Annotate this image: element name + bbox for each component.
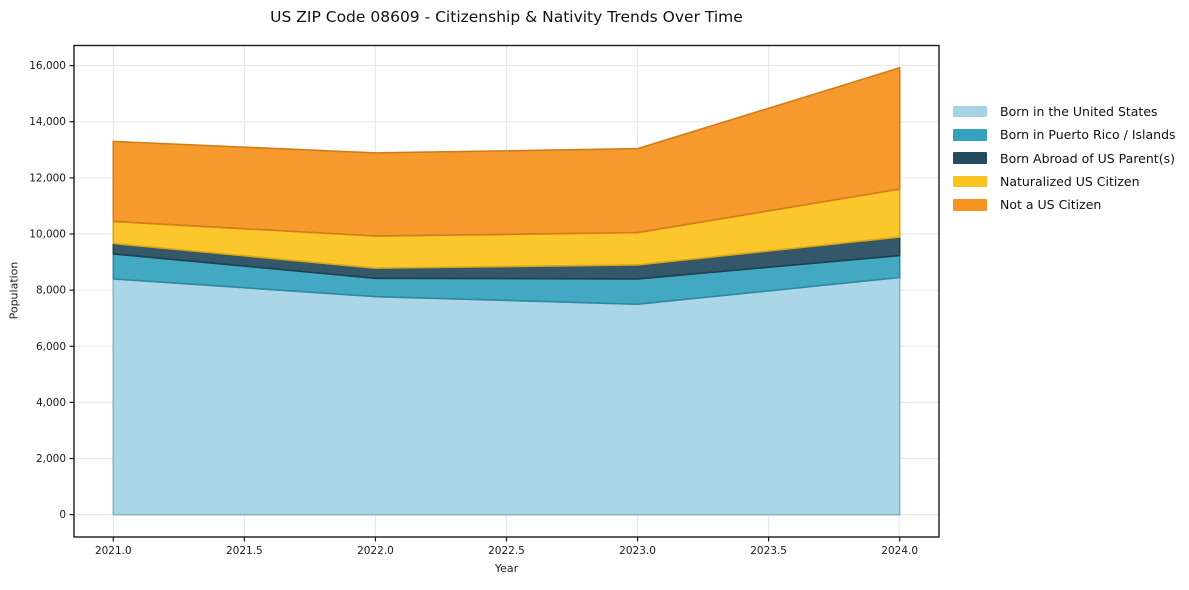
y-tick-label: 8,000 xyxy=(36,285,66,297)
y-tick-label: 2,000 xyxy=(36,453,66,465)
x-tick-label: 2023.0 xyxy=(619,545,656,557)
legend-item-born-in-the-united-states: Born in the United States xyxy=(953,100,1176,123)
y-tick-label: 14,000 xyxy=(29,116,66,128)
legend-item-naturalized-us-citizen: Naturalized US Citizen xyxy=(953,170,1176,193)
legend-label: Naturalized US Citizen xyxy=(1000,174,1140,190)
y-tick-label: 10,000 xyxy=(29,228,66,240)
legend-item-born-in-puerto-rico-islands: Born in Puerto Rico / Islands xyxy=(953,123,1176,146)
y-tick-label: 16,000 xyxy=(29,60,66,72)
legend-swatch xyxy=(953,175,987,188)
y-tick-label: 0 xyxy=(59,509,66,521)
x-axis-label: Year xyxy=(494,562,519,575)
x-tick-label: 2022.5 xyxy=(488,545,525,557)
x-tick-label: 2024.0 xyxy=(881,545,918,557)
x-tick-label: 2022.0 xyxy=(357,545,394,557)
legend-swatch xyxy=(953,199,987,211)
y-tick-label: 6,000 xyxy=(36,341,66,353)
legend-swatch xyxy=(953,105,987,118)
legend-label: Born Abroad of US Parent(s) xyxy=(1000,150,1175,166)
x-tick-label: 2021.5 xyxy=(226,545,263,557)
legend-label: Not a US Citizen xyxy=(1000,197,1102,213)
area-not-a-us-citizen xyxy=(112,67,901,237)
legend-swatch xyxy=(953,129,987,141)
x-tick-label: 2023.5 xyxy=(750,545,787,557)
legend-item-born-abroad-of-us-parent-s: Born Abroad of US Parent(s) xyxy=(953,147,1176,170)
legend-swatch xyxy=(953,152,987,164)
area-born-in-the-united-states xyxy=(112,276,901,516)
x-tick-label: 2021.0 xyxy=(95,545,132,557)
legend-label: Born in Puerto Rico / Islands xyxy=(1000,127,1176,143)
legend-item-not-a-us-citizen: Not a US Citizen xyxy=(953,193,1176,216)
y-tick-label: 12,000 xyxy=(29,172,66,184)
chart-title: US ZIP Code 08609 - Citizenship & Nativi… xyxy=(270,8,743,26)
y-axis-label: Population xyxy=(7,261,21,320)
y-tick-label: 4,000 xyxy=(36,397,66,409)
legend: Born in the United States Born in Puerto … xyxy=(953,100,1176,216)
legend-label: Born in the United States xyxy=(1000,104,1158,120)
